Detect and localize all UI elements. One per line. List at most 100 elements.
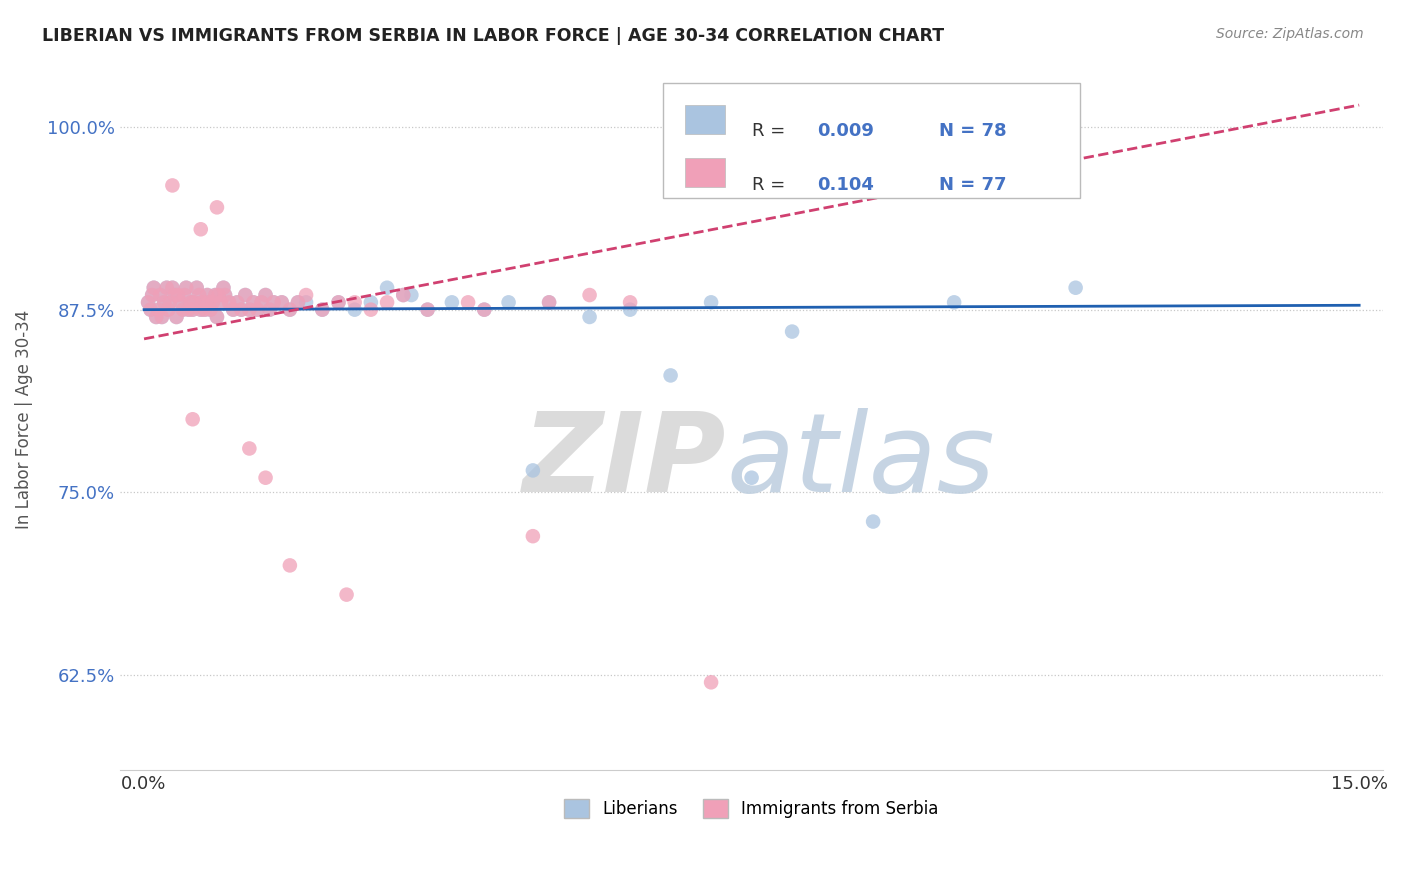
Point [212,281,235,295]
Point [198,295,221,310]
Text: atlas: atlas [727,408,995,515]
Point [136,295,159,310]
Point [145,310,167,324]
Point [166,310,188,324]
Point [246,302,269,317]
Point [153,295,176,310]
Point [278,302,301,317]
Point [194,302,217,317]
Point [177,302,200,317]
Point [200,302,222,317]
Point [149,288,172,302]
Point [190,302,212,317]
Point [218,295,240,310]
Point [226,295,249,310]
Point [263,295,285,310]
Point [207,288,229,302]
Point [149,288,172,302]
Point [162,178,184,193]
Point [311,302,333,317]
Point [183,295,205,310]
Point [190,302,212,317]
Point [150,310,173,324]
Point [162,281,184,295]
Point [205,310,228,324]
Point [238,302,260,317]
Point [538,295,561,310]
Point [156,281,179,295]
Point [157,302,180,317]
Point [180,295,202,310]
Point [242,295,264,310]
Point [180,295,202,310]
Point [139,302,162,317]
Text: ZIP: ZIP [523,408,727,515]
Point [200,302,222,317]
Point [375,281,398,295]
Point [287,295,309,310]
Point [212,281,235,295]
Point [174,281,197,295]
Point [222,302,245,317]
Point [263,295,285,310]
Point [169,295,191,310]
Point [457,295,479,310]
Bar [685,105,725,135]
Point [156,281,179,295]
Point [181,412,204,426]
Point [233,288,256,302]
Point [231,302,253,317]
Point [167,288,190,302]
Point [181,302,204,317]
Point [246,302,269,317]
Point [159,295,181,310]
Point [218,295,240,310]
Point [191,295,214,310]
Point [1064,281,1087,295]
Point [214,288,236,302]
Point [186,281,208,295]
Point [188,288,211,302]
Point [401,288,423,302]
Point [538,295,561,310]
Point [177,302,200,317]
Point [254,288,277,302]
Point [141,288,163,302]
Point [226,295,249,310]
Text: N = 77: N = 77 [939,177,1007,194]
Point [250,295,273,310]
Point [287,295,309,310]
Point [360,295,382,310]
Point [139,302,162,317]
Point [205,200,228,214]
Point [619,295,641,310]
Point [578,310,600,324]
Legend: Liberians, Immigrants from Serbia: Liberians, Immigrants from Serbia [558,793,946,825]
Point [360,302,382,317]
Point [153,295,176,310]
Point [188,288,211,302]
Y-axis label: In Labor Force | Age 30-34: In Labor Force | Age 30-34 [15,310,32,529]
Point [169,295,191,310]
Point [498,295,520,310]
Point [700,295,723,310]
Point [198,295,221,310]
Text: N = 78: N = 78 [939,122,1007,140]
Point [311,302,333,317]
Point [173,288,195,302]
Point [166,310,188,324]
Point [238,302,260,317]
Point [183,295,205,310]
Point [392,288,415,302]
Point [141,288,163,302]
Text: 0.104: 0.104 [817,177,875,194]
Point [195,288,218,302]
Point [190,222,212,236]
Point [328,295,350,310]
Point [231,302,253,317]
Point [162,281,184,295]
Point [204,288,226,302]
Point [472,302,495,317]
Point [619,302,641,317]
Point [148,302,170,317]
